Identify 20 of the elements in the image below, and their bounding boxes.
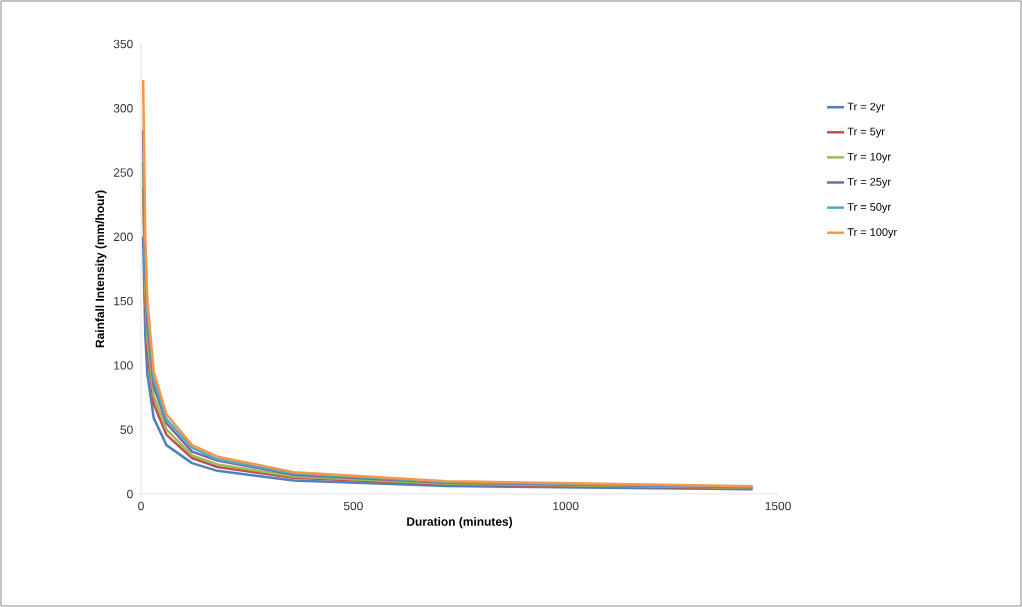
y-axis-title: Rainfall Intensity (mm/hour) xyxy=(95,190,107,348)
x-tick-label: 0 xyxy=(138,501,144,511)
y-tick-label: 0 xyxy=(127,489,133,499)
legend-label: Tr = 50yr xyxy=(847,203,891,213)
y-tick-label: 200 xyxy=(113,232,133,242)
y-tick-label: 350 xyxy=(113,39,133,49)
legend-label: Tr = 10yr xyxy=(847,152,891,163)
y-tick-label: 300 xyxy=(113,104,133,113)
y-tick-label: 150 xyxy=(114,296,133,306)
legend-label: Tr = 2yr xyxy=(847,102,885,113)
legend-label: Tr = 100yr xyxy=(847,228,897,239)
x-tick-label: 1000 xyxy=(553,501,579,511)
y-tick-label: 100 xyxy=(114,361,133,370)
legend-label: Tr = 5yr xyxy=(847,127,885,138)
x-axis-title: Duration (minutes) xyxy=(407,517,513,529)
y-tick-label: 250 xyxy=(113,168,133,177)
legend-label: Tr = 25yr xyxy=(847,177,891,188)
x-tick-label: 1500 xyxy=(765,501,791,511)
y-tick-label: 50 xyxy=(120,425,133,434)
x-tick-label: 500 xyxy=(343,501,363,511)
